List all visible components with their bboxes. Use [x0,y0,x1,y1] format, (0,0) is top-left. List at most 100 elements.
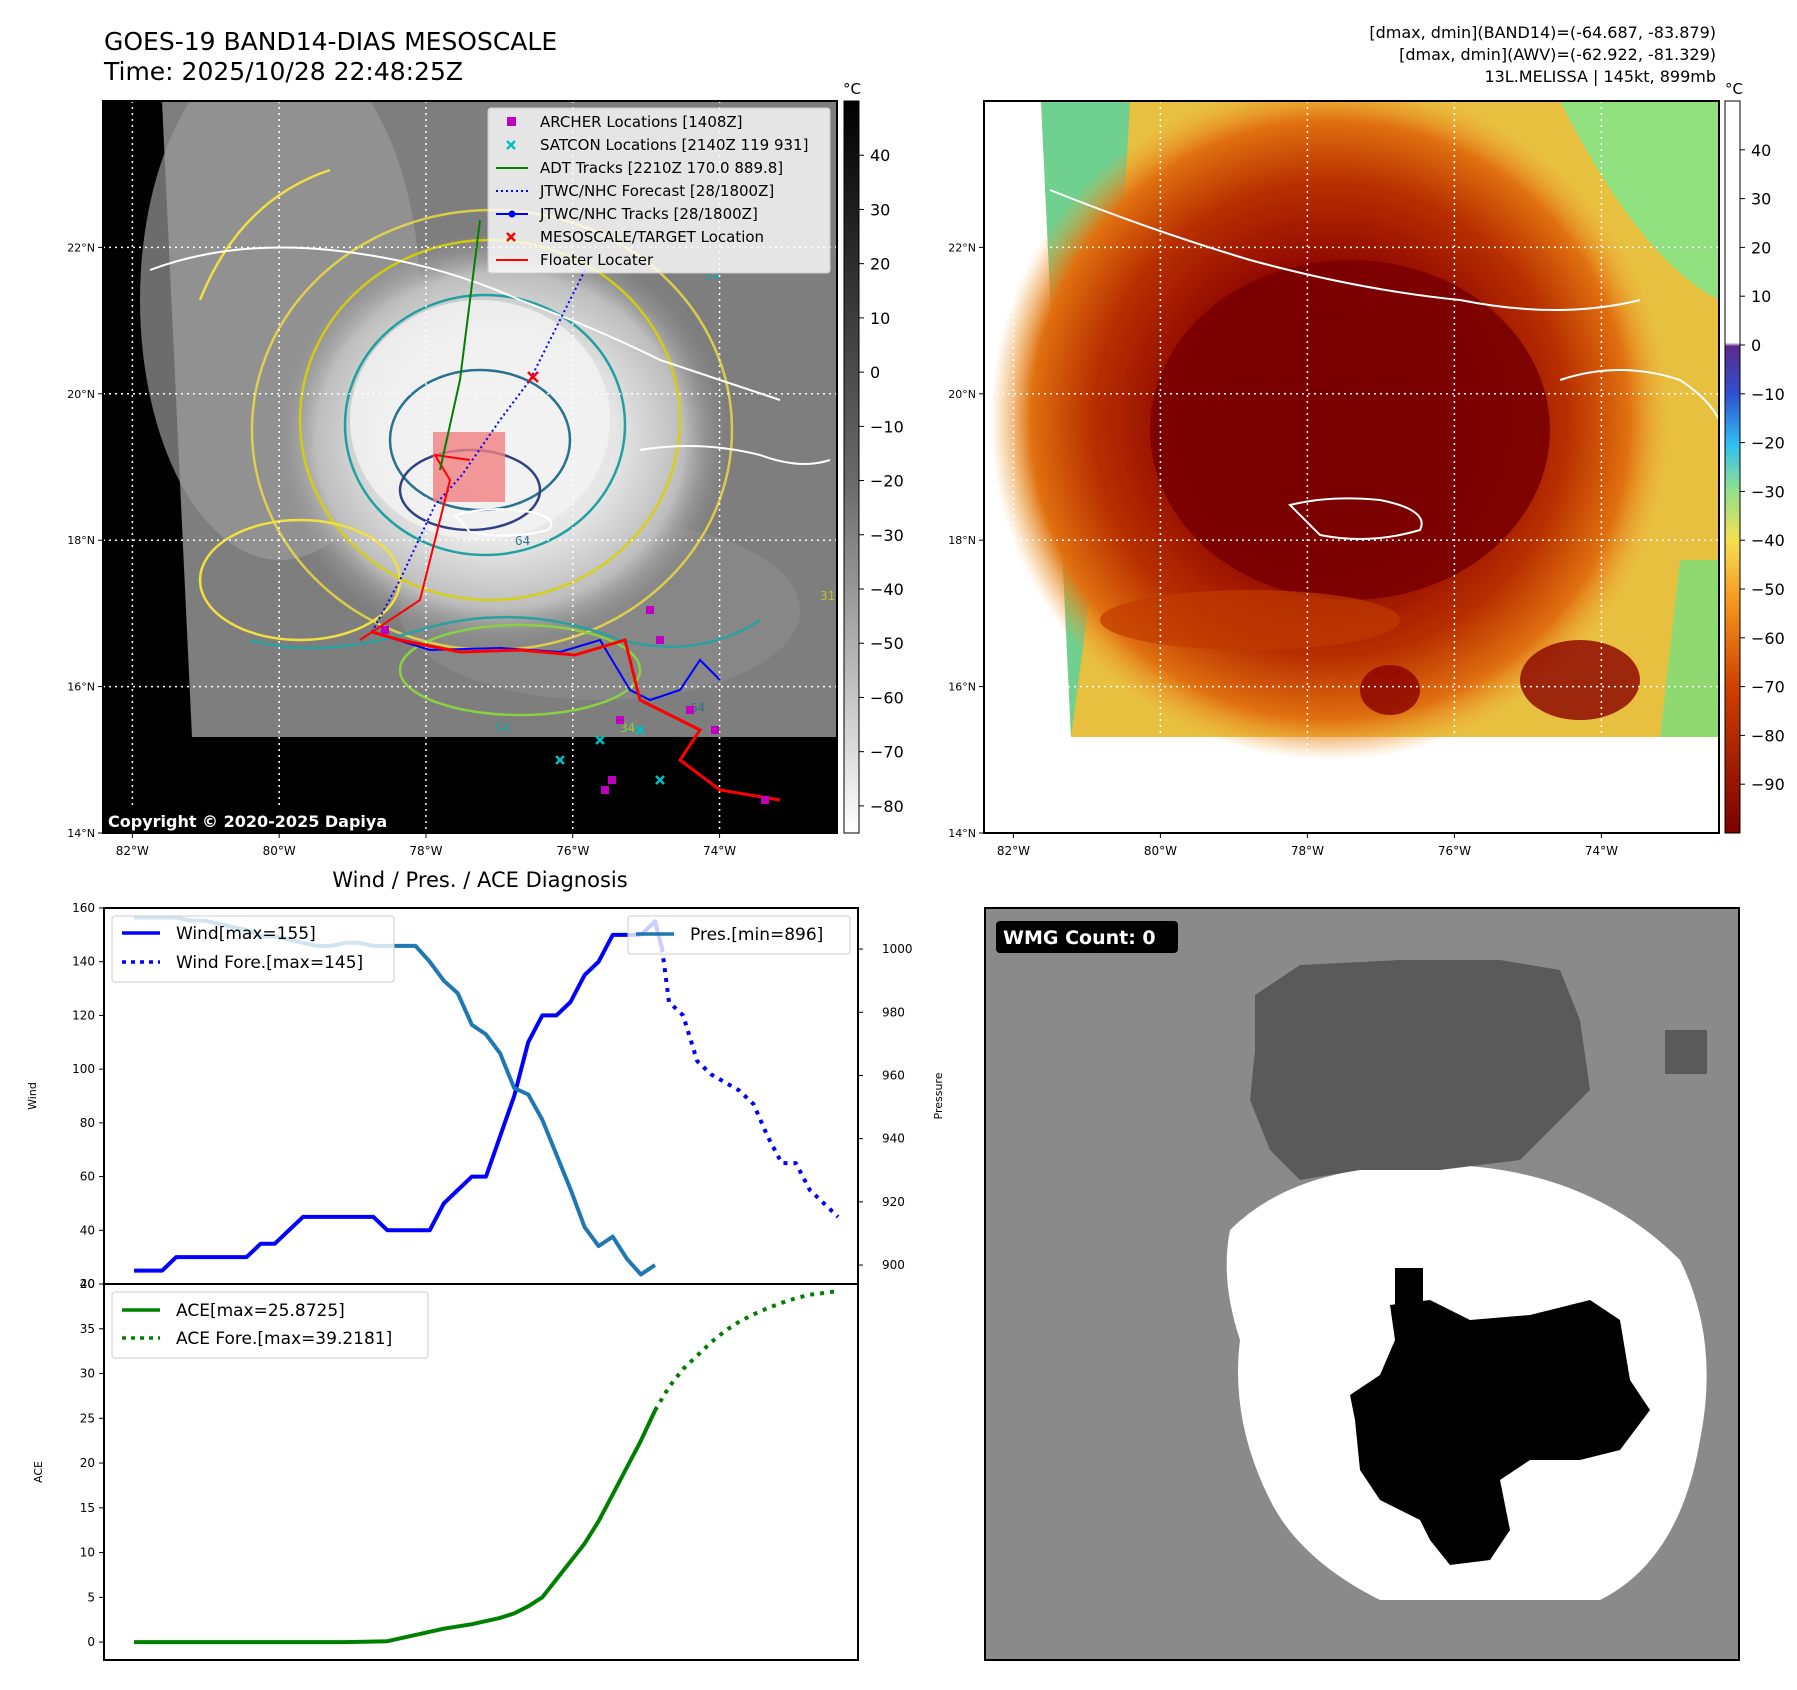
wmg-count-label: WMG Count: 0 [1003,927,1156,949]
legend-swatch-x [506,232,516,242]
ace-legend: ACE[max=25.8725] ACE Fore.[max=39.2181] [111,1291,429,1359]
adt-track [439,219,481,471]
awv-map-panel: 82°W 80°W 78°W 76°W 74°W 22°N 20°N 18°N 16°N 14°N… [948,80,1785,858]
archer-marker [616,716,624,724]
y-tick-label: 35 [80,1322,95,1336]
lon-tick-label: 82°W [997,844,1030,858]
colorbar-tick-label: −20 [870,472,904,491]
title-line-2: Time: 2025/10/28 22:48:25Z [103,57,463,86]
awv-colorbar-ticks: 40 30 20 10 0 −10 −20 −30 −40 −50 −60 −70 −80 −90 [1740,141,1785,794]
info-line-3: 13L.MELISSA | 145kt, 899mb [1484,67,1716,86]
colorbar-tick-label: −30 [870,526,904,545]
legend-label: ADT Tracks [2210Z 170.0 889.8] [540,159,783,177]
colorbar-tick-label: 20 [870,255,890,274]
copyright: Copyright © 2020-2025 Dapiya [108,812,387,831]
wmg-label-box [996,921,1178,953]
best-track [371,631,721,702]
y-right-tick-label: 980 [882,1005,905,1019]
y-tick-label: 40 [80,1223,95,1237]
ir-map-frame [102,100,838,834]
awv-imagery [990,101,1719,760]
ir-tracks [359,219,781,804]
lat-tick-label: 18°N [948,534,976,547]
ace-legend-box [111,1291,429,1359]
wmg-panel: WMG Count: 0 [984,907,1740,1661]
colorbar-tick-label: 30 [1751,190,1771,209]
y-right-tick-label: 960 [882,1068,905,1082]
ace-legend-label: ACE[max=25.8725] [176,1301,345,1321]
lat-tick-label: 22°N [67,241,95,254]
ir-colorbar [843,100,860,834]
ir-axis-ticks: 82°W 80°W 78°W 76°W 74°W 22°N 20°N 18°N 16°N 14°N [67,241,736,858]
wmg-dark-region [1250,960,1590,1180]
legend-label: SATCON Locations [2140Z 119 931] [540,136,808,154]
lat-tick-label: 16°N [67,681,95,694]
archer-marker [608,776,616,784]
colorbar-tick-label: −90 [1751,775,1785,794]
y-tick-label: 0 [87,1635,95,1649]
satcon-marker [595,735,605,745]
archer-marker [686,706,694,714]
wind-fore-legend-label: Wind Fore.[max=145] [176,953,363,973]
colorbar-tick-label: −20 [1751,434,1785,453]
colorbar-tick-label: −80 [1751,726,1785,745]
legend-label: MESOSCALE/TARGET Location [540,228,764,246]
colorbar-tick-label: 0 [870,363,880,382]
lat-tick-label: 14°N [948,827,976,840]
contour-label: 64 [515,534,530,548]
legend-swatch-dot [508,210,516,218]
title-line-1: GOES-19 BAND14-DIAS MESOSCALE [104,27,557,56]
y-tick-label: 20 [80,1277,95,1291]
floater-track [371,630,781,802]
colorbar-tick-label: −40 [870,580,904,599]
colorbar-tick-label: 30 [870,200,890,219]
ir-legend: ARCHER Locations [1408Z] SATCON Locations… [487,107,831,274]
diagnosis-title: Wind / Pres. / ACE Diagnosis [332,868,627,892]
legend-swatch-square [507,117,516,126]
colorbar-tick-label: −30 [1751,482,1785,501]
contour-label: 34 [620,721,635,735]
colorbar-tick-label: 20 [1751,238,1771,257]
y-tick-label: 40 [80,1277,95,1291]
y-right-tick-label: 1000 [882,942,913,956]
legend-label: JTWC/NHC Forecast [28/1800Z] [539,182,774,200]
satcon-marker [555,755,565,765]
colorbar-tick-label: 40 [1751,141,1771,160]
lon-tick-label: 80°W [263,844,296,858]
lat-tick-label: 18°N [67,534,95,547]
lat-tick-label: 14°N [67,827,95,840]
target-marker [527,371,539,383]
y-tick-label: 140 [72,955,95,969]
archer-marker [601,786,609,794]
colorbar-tick-label: 40 [870,146,890,165]
awv-colorbar-unit: °C [1725,80,1743,98]
archer-marker [761,796,769,804]
wind-legend-label: Wind[max=155] [176,924,316,944]
ace-chart: 0 5 10 15 20 25 30 35 40 ACE ACE[max=25.8725] AC… [32,1277,859,1661]
pressure-ylabel: Pressure [932,1072,945,1119]
wind-ylabel: Wind [26,1082,39,1110]
y-right-tick-label: 940 [882,1132,905,1146]
lon-tick-label: 74°W [1585,844,1618,858]
colorbar-tick-label: −10 [870,417,904,436]
ir-colorbar-ticks: 40 30 20 10 0 −10 −20 −30 −40 −50 −60 −70 −80 [859,146,904,816]
y-tick-label: 30 [80,1367,95,1381]
colorbar-tick-label: −40 [1751,531,1785,550]
archer-marker [711,726,719,734]
wind-legend: Wind[max=155] Wind Fore.[max=145] [111,915,395,983]
y-tick-label: 5 [87,1590,95,1604]
lon-tick-label: 82°W [116,844,149,858]
colorbar-tick-label: 10 [870,309,890,328]
series-line [134,1409,657,1645]
y-tick-label: 25 [80,1411,95,1425]
pressure-legend-box [627,915,851,955]
colorbar-tick-label: −10 [1751,385,1785,404]
legend-box [487,107,831,274]
legend-swatch-x [506,140,516,150]
info-line-2: [dmax, dmin](AWV)=(-62.922, -81.329) [1399,45,1716,64]
y-right-tick-label: 900 [882,1258,905,1272]
archer-marker [381,626,389,634]
wmg-frame [984,907,1740,1661]
y-tick-label: 10 [80,1546,95,1560]
